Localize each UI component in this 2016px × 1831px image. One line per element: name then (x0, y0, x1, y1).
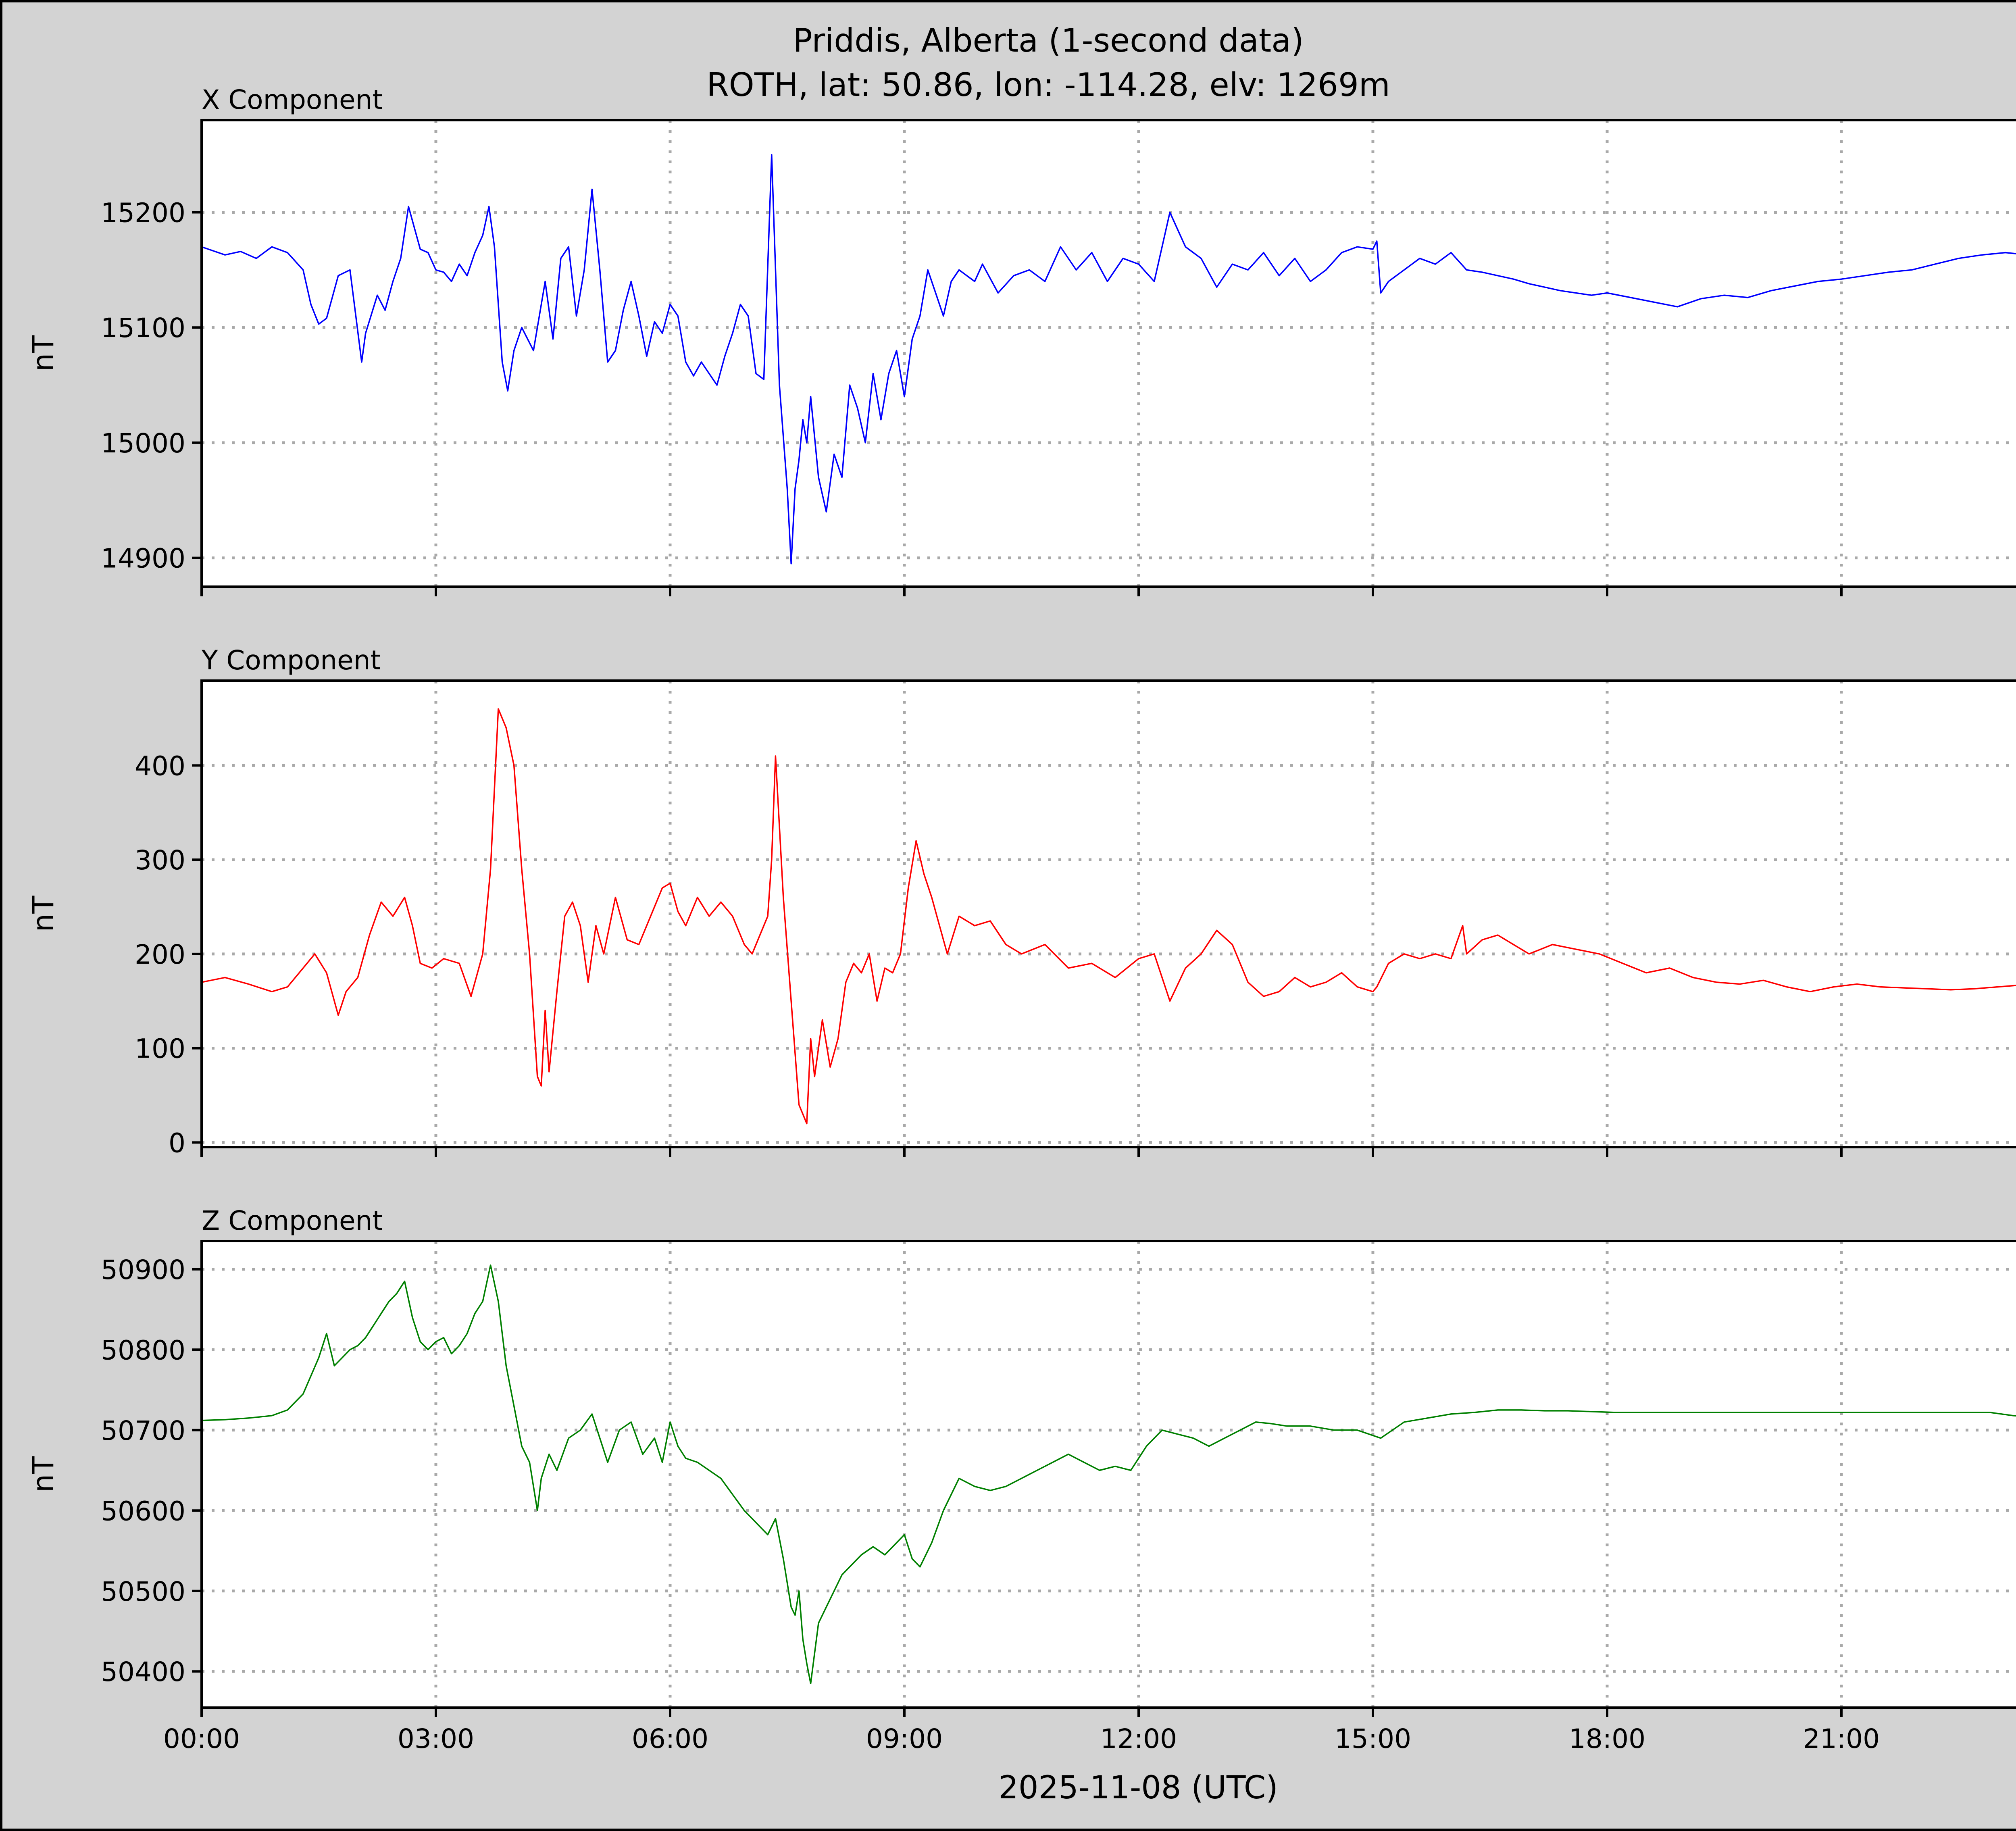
y-tick-label: 50500 (101, 1576, 185, 1607)
y-tick-label: 200 (135, 939, 185, 970)
x-tick-label: 18:00 (1569, 1723, 1645, 1754)
y-tick-label: 50700 (101, 1415, 185, 1446)
y-tick-label: 50900 (101, 1254, 185, 1285)
y-axis-label: nT (26, 1456, 60, 1493)
panel-2: Y Component nT 0 100 200 300 400 (26, 645, 2016, 1158)
series-line-y (201, 708, 2016, 1125)
y-tick-label: 100 (135, 1033, 185, 1064)
chart-title: Priddis, Alberta (1-second data) (793, 22, 1304, 59)
x-tick-label: 15:00 (1335, 1723, 1411, 1754)
panel-title: Z Component (202, 1205, 383, 1236)
x-tick-label: 09:00 (866, 1723, 943, 1754)
plot-border (200, 679, 2016, 1148)
panel-3: Z Component nT 00:00 03:00 06:00 09:00 12:00 15… (26, 1205, 2016, 1754)
x-tick-label: 06:00 (632, 1723, 708, 1754)
panel-title: X Component (202, 84, 383, 115)
y-tick-label: 300 (135, 845, 185, 876)
panel-1: X Component nT 14900 15000 15100 15200 (26, 84, 2016, 596)
y-tick-label: 15100 (101, 312, 185, 344)
x-tick-label: 12:00 (1100, 1723, 1177, 1754)
y-tick-label: 0 (169, 1127, 185, 1158)
series-line-z (201, 1264, 2016, 1684)
x-tick-label: 21:00 (1803, 1723, 1880, 1754)
plot-border (200, 119, 2016, 588)
plot-area (200, 679, 2016, 1148)
y-tick-label: 50600 (101, 1496, 185, 1527)
series-line-x (201, 154, 2016, 565)
x-tick-label: 00:00 (163, 1723, 240, 1754)
panels: X Component nT 14900 15000 15100 15200 Y Compo… (26, 84, 2016, 1754)
y-tick-label: 14900 (101, 543, 185, 574)
x-tick-label: 03:00 (398, 1723, 474, 1754)
y-tick-label: 50800 (101, 1335, 185, 1366)
panel-title: Y Component (201, 645, 381, 676)
plot-area (200, 119, 2016, 588)
plot-area (200, 1240, 2016, 1709)
y-tick-label: 15200 (101, 198, 185, 229)
x-axis-label: 2025-11-08 (UTC) (998, 1770, 1278, 1806)
y-tick-label: 15000 (101, 428, 185, 459)
chart-subtitle: ROTH, lat: 50.86, lon: -114.28, elv: 126… (706, 66, 1390, 104)
plot-border (200, 1240, 2016, 1709)
y-tick-label: 50400 (101, 1656, 185, 1687)
y-tick-label: 400 (135, 750, 185, 781)
y-axis-label: nT (26, 896, 60, 932)
y-axis-label: nT (26, 335, 60, 372)
